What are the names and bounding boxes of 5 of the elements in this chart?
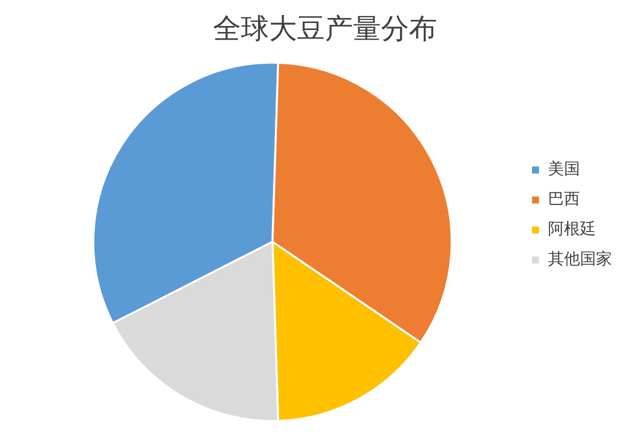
legend-label: 阿根廷 xyxy=(548,219,596,238)
legend-label: 美国 xyxy=(548,159,580,178)
legend-label: 巴西 xyxy=(548,189,580,208)
legend-label: 其他国家 xyxy=(548,249,612,268)
chart-title: 全球大豆产量分布 xyxy=(213,12,437,46)
